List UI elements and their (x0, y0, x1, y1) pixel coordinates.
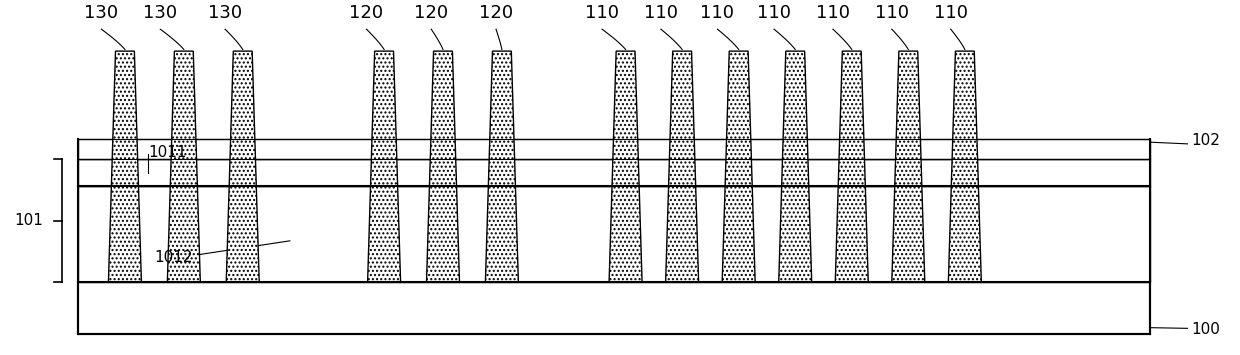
Text: 110: 110 (816, 5, 849, 22)
Polygon shape (836, 51, 868, 282)
Text: 110: 110 (874, 5, 909, 22)
Text: 120: 120 (479, 5, 513, 22)
Text: 120: 120 (350, 5, 383, 22)
Text: 110: 110 (644, 5, 678, 22)
Polygon shape (167, 51, 201, 282)
Polygon shape (779, 51, 812, 282)
Text: 100: 100 (1190, 322, 1220, 337)
Polygon shape (427, 51, 460, 282)
Text: 130: 130 (84, 5, 119, 22)
Text: 120: 120 (414, 5, 449, 22)
Text: 1011: 1011 (149, 145, 187, 160)
Polygon shape (722, 51, 755, 282)
Text: 130: 130 (208, 5, 242, 22)
Text: 102: 102 (1190, 133, 1220, 148)
Polygon shape (609, 51, 642, 282)
Text: 101: 101 (14, 213, 42, 228)
Polygon shape (108, 51, 141, 282)
Polygon shape (367, 51, 401, 282)
Polygon shape (892, 51, 925, 282)
Bar (78, 159, 1149, 186)
Text: 1012: 1012 (155, 250, 193, 265)
Text: 130: 130 (143, 5, 177, 22)
Bar (78, 139, 1149, 159)
Bar (78, 186, 1149, 282)
Polygon shape (485, 51, 518, 282)
Text: 110: 110 (756, 5, 791, 22)
Polygon shape (226, 51, 259, 282)
Bar (78, 282, 1149, 334)
Polygon shape (666, 51, 698, 282)
Text: 110: 110 (701, 5, 734, 22)
Text: 110: 110 (585, 5, 619, 22)
Text: 110: 110 (934, 5, 967, 22)
Polygon shape (949, 51, 981, 282)
